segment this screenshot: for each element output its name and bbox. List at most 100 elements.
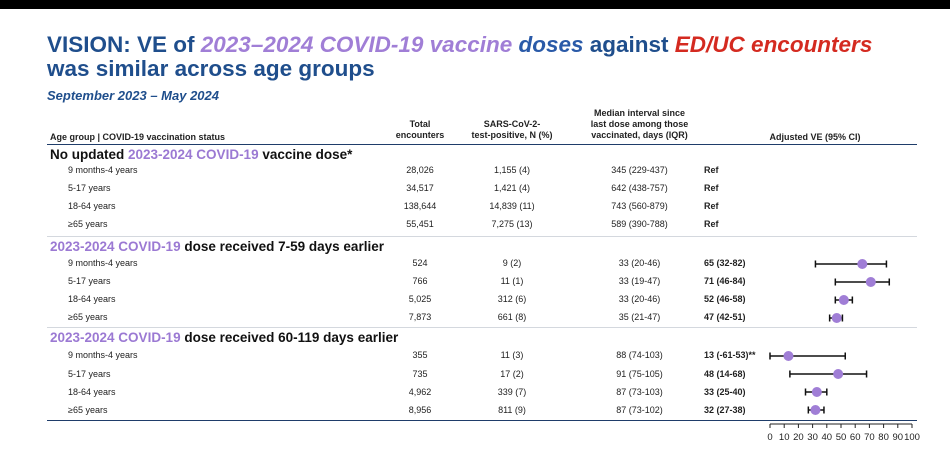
row-8-interval: 88 (74-103) — [616, 350, 663, 360]
header-interval-line-2: last dose among those — [590, 119, 689, 129]
row-5-positive: 11 (1) — [500, 276, 524, 286]
x-tick-label-8: 80 — [878, 432, 889, 443]
row-2-ve: Ref — [704, 201, 719, 211]
header-total-line-1: Total — [409, 119, 431, 129]
row-10-total: 4,962 — [408, 387, 432, 397]
row-6-interval: 33 (20-46) — [618, 294, 661, 304]
title-part-3: doses — [512, 32, 584, 57]
section-3-label-b: 2023-2024 COVID-19 — [50, 330, 181, 345]
row-8-positive: 11 (3) — [500, 350, 524, 360]
ve-point-3 — [831, 313, 842, 323]
slide — [0, 9, 950, 456]
title-part-1: VISION: VE of — [47, 32, 201, 57]
header-positive: SARS-CoV-2- test-positive, N (%) — [462, 119, 562, 141]
row-1-interval: 642 (438-757) — [611, 183, 668, 193]
row-9-interval: 91 (75-105) — [616, 369, 663, 379]
header-group: Age group | COVID-19 vaccination status — [50, 132, 226, 142]
row-4-positive: 9 (2) — [502, 258, 522, 268]
row-9-group: 5-17 years — [68, 369, 111, 379]
row-2-positive: 14,839 (11) — [489, 201, 535, 211]
row-0-group: 9 months-4 years — [68, 165, 138, 175]
row-1-ve: Ref — [704, 183, 719, 193]
row-10-positive: 339 (7) — [497, 387, 527, 397]
header-positive-line-2: test-positive, N (%) — [471, 130, 553, 140]
row-11-total: 8,956 — [408, 405, 432, 415]
row-6-group: 18-64 years — [68, 294, 116, 304]
section-rule-1 — [47, 236, 917, 237]
section-header-no-dose: No updated 2023-2024 COVID-19 vaccine do… — [50, 147, 352, 162]
header-ve: Adjusted VE (95% CI) — [769, 132, 861, 142]
row-9-total: 735 — [412, 369, 428, 379]
x-tick-label-3: 30 — [807, 432, 818, 443]
row-7-positive: 661 (8) — [497, 312, 527, 322]
row-5-group: 5-17 years — [68, 276, 111, 286]
row-5-ve: 71 (46-84) — [704, 276, 746, 286]
ve-point-6 — [811, 387, 822, 397]
title-part-4: against — [583, 32, 675, 57]
slide-subtitle: September 2023 – May 2024 — [47, 88, 219, 103]
row-3-interval: 589 (390-788) — [611, 219, 668, 229]
row-7-ve: 47 (42-51) — [704, 312, 746, 322]
ve-point-2 — [838, 295, 849, 305]
section-rule-2 — [47, 327, 917, 328]
x-tick-label-6: 60 — [850, 432, 861, 443]
row-0-total: 28,026 — [406, 165, 434, 175]
section-header-7-59-days: 2023-2024 COVID-19 dose received 7-59 da… — [50, 239, 384, 254]
row-11-group: ≥65 years — [68, 405, 108, 415]
row-6-total: 5,025 — [408, 294, 432, 304]
row-0-interval: 345 (229-437) — [611, 165, 668, 175]
ve-point-1 — [865, 277, 876, 287]
header-interval-line-3: vaccinated, days (IQR) — [591, 130, 688, 140]
header-interval-line-1: Median interval since — [593, 108, 686, 118]
row-8-group: 9 months-4 years — [68, 350, 138, 360]
row-6-positive: 312 (6) — [497, 294, 527, 304]
row-7-total: 7,873 — [408, 312, 432, 322]
header-positive-line-1: SARS-CoV-2- — [483, 119, 541, 129]
ve-point-4 — [783, 351, 794, 361]
row-7-interval: 35 (21-47) — [618, 312, 661, 322]
row-4-ve: 65 (32-82) — [704, 258, 746, 268]
x-tick-label-4: 40 — [822, 432, 833, 443]
section-2-label-c: dose received 7-59 days earlier — [180, 239, 384, 254]
ve-point-5 — [833, 369, 844, 379]
row-4-interval: 33 (20-46) — [618, 258, 661, 268]
row-11-interval: 87 (73-102) — [616, 405, 663, 415]
row-10-ve: 33 (25-40) — [704, 387, 746, 397]
row-0-ve: Ref — [704, 165, 719, 175]
header-total: Total encounters — [380, 119, 460, 141]
x-tick-label-1: 10 — [779, 432, 790, 443]
row-2-group: 18-64 years — [68, 201, 116, 211]
table-bottom-rule — [47, 420, 917, 421]
x-tick-label-9: 90 — [893, 432, 904, 443]
row-0-positive: 1,155 (4) — [493, 165, 531, 175]
row-6-ve: 52 (46-58) — [704, 294, 746, 304]
header-interval: Median interval since last dose among th… — [572, 108, 707, 141]
row-2-total: 138,644 — [403, 201, 437, 211]
section-1-label-a: No updated — [50, 147, 128, 162]
section-1-label-b: 2023-2024 COVID-19 — [128, 147, 259, 162]
row-1-group: 5-17 years — [68, 183, 111, 193]
title-part-5: ED/UC encounters — [674, 32, 873, 57]
section-header-60-119-days: 2023-2024 COVID-19 dose received 60-119 … — [50, 330, 398, 345]
row-9-ve: 48 (14-68) — [704, 369, 746, 379]
x-tick-label-2: 20 — [793, 432, 804, 443]
header-total-line-2: encounters — [395, 130, 445, 140]
row-1-total: 34,517 — [406, 183, 434, 193]
header-rule — [47, 144, 917, 145]
row-10-interval: 87 (73-103) — [616, 387, 663, 397]
row-4-group: 9 months-4 years — [68, 258, 138, 268]
row-10-group: 18-64 years — [68, 387, 116, 397]
row-3-group: ≥65 years — [68, 219, 108, 229]
x-tick-label-5: 50 — [836, 432, 847, 443]
row-7-group: ≥65 years — [68, 312, 108, 322]
title-part-2: 2023–2024 COVID-19 vaccine — [200, 32, 513, 57]
slide-title: VISION: VE of 2023–2024 COVID-19 vaccine… — [47, 33, 927, 81]
x-tick-label-7: 70 — [864, 432, 875, 443]
row-3-ve: Ref — [704, 219, 719, 229]
title-line-2: was similar across age groups — [47, 56, 375, 81]
section-2-label-b: 2023-2024 COVID-19 — [50, 239, 181, 254]
x-tick-label-10: 100 — [904, 432, 920, 443]
row-4-total: 524 — [412, 258, 428, 268]
row-5-interval: 33 (19-47) — [618, 276, 661, 286]
